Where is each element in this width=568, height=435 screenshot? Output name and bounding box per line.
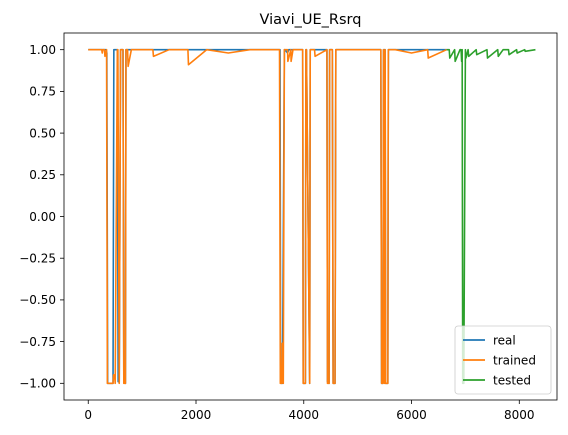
- y-tick-label: 0.50: [29, 126, 56, 140]
- y-tick-label: −0.25: [19, 252, 56, 266]
- y-tick-label: −0.75: [19, 335, 56, 349]
- y-tick-label: −1.00: [19, 377, 56, 391]
- series-line-tested: [446, 48, 536, 385]
- legend-box: [454, 325, 552, 395]
- x-tick-label: 2000: [181, 408, 212, 422]
- x-tick-label: 0: [84, 408, 92, 422]
- x-tick-label: 6000: [396, 408, 427, 422]
- legend-label-trained: trained: [493, 353, 536, 367]
- axes: 0 2000 4000 6000 8000 1.00 0.75 0.50 0.25 0.00 −0.…: [19, 32, 558, 422]
- chart-title: Viavi_UE_Rsrq: [260, 12, 362, 28]
- y-tick-label: 0.25: [29, 168, 56, 182]
- legend: real trained tested: [454, 325, 552, 395]
- legend-label-real: real: [493, 333, 516, 347]
- series-line-trained: [88, 48, 447, 385]
- y-tick-label: 0.00: [29, 210, 56, 224]
- plot-area: [88, 48, 536, 385]
- legend-label-tested: tested: [493, 373, 531, 387]
- x-tick-label: 8000: [504, 408, 535, 422]
- y-tick-label: −0.50: [19, 293, 56, 307]
- x-tick-label: 4000: [288, 408, 319, 422]
- y-tick-label: 1.00: [29, 43, 56, 57]
- y-tick-label: 0.75: [29, 85, 56, 99]
